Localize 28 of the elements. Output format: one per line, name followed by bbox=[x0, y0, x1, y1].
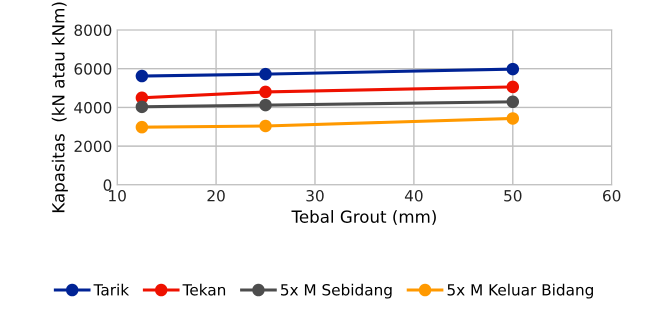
point bbox=[506, 96, 520, 108]
point bbox=[259, 68, 272, 80]
x-tick-label: 10 bbox=[109, 190, 126, 202]
y-tick-label: 6000 bbox=[74, 63, 112, 75]
legend-label: 5x M Sebidang bbox=[281, 284, 392, 299]
y-axis-title: Kapasitas (kN atau kNm) bbox=[52, 2, 68, 212]
point bbox=[136, 120, 148, 134]
y-tick-label: 8000 bbox=[74, 24, 112, 36]
x-tick-label: 20 bbox=[207, 190, 225, 202]
legend-label: Tarik bbox=[94, 284, 130, 296]
y-tick-label: 2000 bbox=[74, 140, 112, 152]
legend-label: Tekan bbox=[182, 284, 226, 296]
x-tick-label: 50 bbox=[504, 190, 522, 202]
point bbox=[259, 86, 272, 98]
point bbox=[259, 98, 272, 112]
point bbox=[259, 120, 272, 132]
point bbox=[506, 62, 520, 76]
y-tick-label: 4000 bbox=[74, 102, 112, 114]
x-tick-label: 30 bbox=[306, 190, 324, 202]
x-tick-label: 60 bbox=[603, 190, 620, 202]
legend-label: 5x M Keluar Bidang bbox=[448, 284, 593, 299]
point bbox=[136, 100, 148, 114]
point bbox=[506, 80, 520, 94]
x-tick-label: 40 bbox=[404, 190, 423, 202]
y-tick-label: 0 bbox=[104, 179, 112, 191]
point bbox=[136, 70, 148, 82]
point bbox=[506, 112, 520, 125]
x-axis-title: Tebal Grout (mm) bbox=[291, 210, 436, 225]
